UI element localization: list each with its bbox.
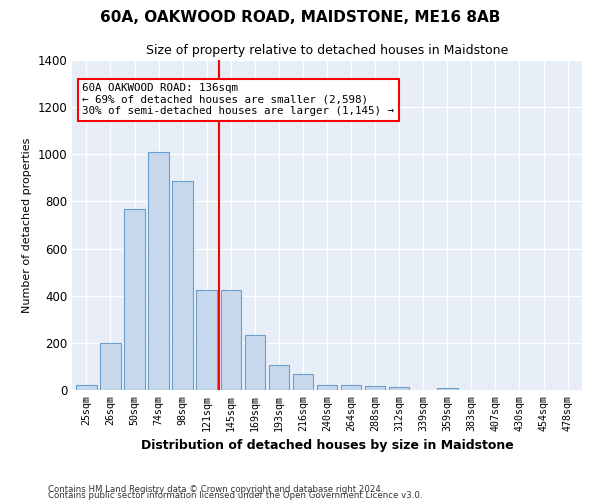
Bar <box>293 374 313 390</box>
Bar <box>221 290 241 390</box>
Bar <box>389 387 409 390</box>
Text: Contains public sector information licensed under the Open Government Licence v3: Contains public sector information licen… <box>48 490 422 500</box>
Bar <box>341 386 361 390</box>
Bar <box>124 208 145 390</box>
Bar <box>269 364 289 390</box>
Text: 60A, OAKWOOD ROAD, MAIDSTONE, ME16 8AB: 60A, OAKWOOD ROAD, MAIDSTONE, ME16 8AB <box>100 10 500 25</box>
Bar <box>196 290 217 390</box>
Text: 60A OAKWOOD ROAD: 136sqm
← 69% of detached houses are smaller (2,598)
30% of sem: 60A OAKWOOD ROAD: 136sqm ← 69% of detach… <box>82 83 394 116</box>
Text: Contains HM Land Registry data © Crown copyright and database right 2024.: Contains HM Land Registry data © Crown c… <box>48 484 383 494</box>
Title: Size of property relative to detached houses in Maidstone: Size of property relative to detached ho… <box>146 44 508 58</box>
Bar <box>76 386 97 390</box>
Bar <box>365 386 385 390</box>
Y-axis label: Number of detached properties: Number of detached properties <box>22 138 32 312</box>
X-axis label: Distribution of detached houses by size in Maidstone: Distribution of detached houses by size … <box>140 439 514 452</box>
Bar <box>172 182 193 390</box>
Bar <box>100 343 121 390</box>
Bar <box>148 152 169 390</box>
Bar <box>437 388 458 390</box>
Bar <box>245 334 265 390</box>
Bar <box>317 386 337 390</box>
